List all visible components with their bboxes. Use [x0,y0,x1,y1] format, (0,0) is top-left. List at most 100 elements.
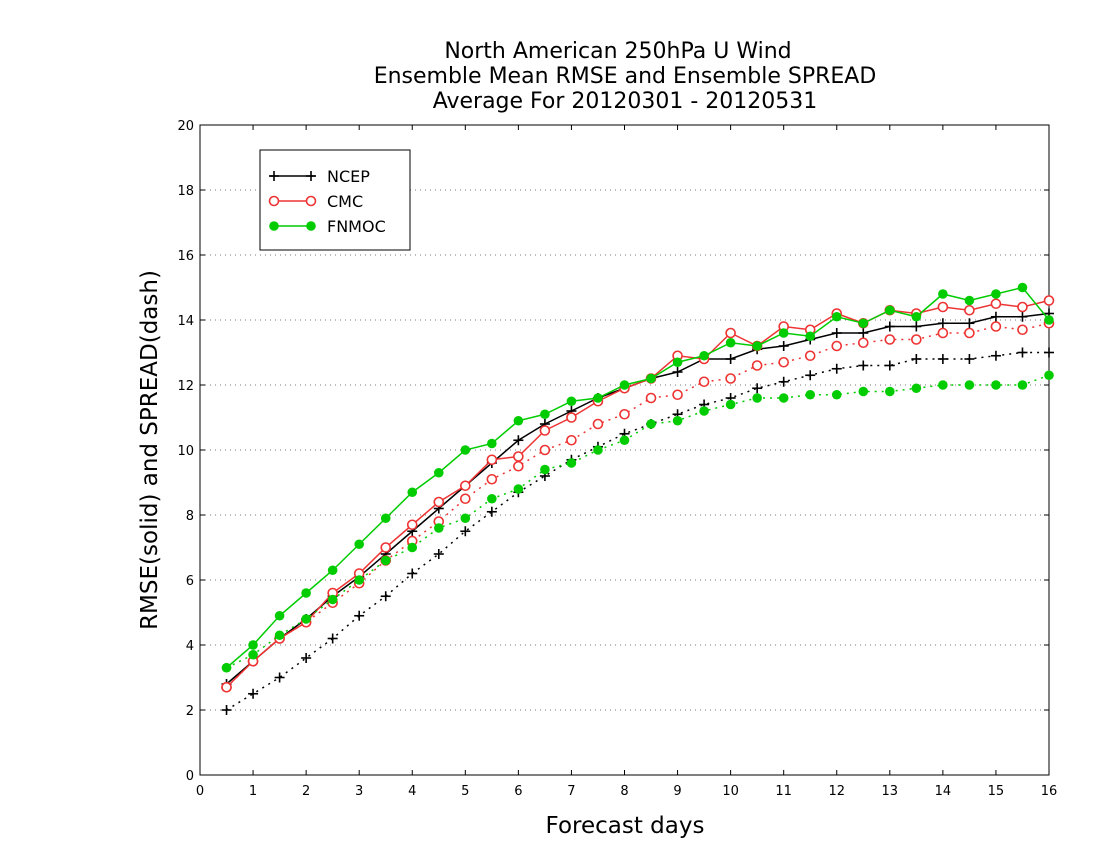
cmc-spread-point [884,334,896,345]
y-tick-label: 18 [177,184,194,199]
y-axis-ticks: 0 2 4 6 8 10 12 14 16 18 20 [177,119,1049,784]
cmc-rmse-point [725,327,736,339]
fnmoc-spread-point [1017,380,1028,390]
fnmoc-spread-point [593,445,603,455]
x-tick-label: 1 [249,784,257,799]
cmc-spread-point [937,327,949,339]
fnmoc-rmse-point [1044,315,1054,325]
x-tick-label: 14 [935,784,952,799]
ncep-spread-point [380,591,391,602]
legend-marker-ncep [306,171,316,181]
fnmoc-spread-point [991,380,1001,390]
cmc-rmse-point [1043,295,1055,306]
x-tick-label: 5 [461,784,469,799]
y-tick-label: 12 [177,379,194,394]
cmc-spread-point [911,334,922,345]
cmc-spread-point [513,460,524,472]
fnmoc-spread-point [805,389,816,400]
fnmoc-rmse-point [805,331,816,342]
ncep-spread-line [226,351,1049,711]
ncep-spread-point [301,653,312,663]
cmc-spread-point [990,321,1002,332]
fnmoc-rmse-point [354,539,364,550]
cmc-spread-point [645,392,657,404]
ncep-spread-point [778,376,789,387]
fnmoc-spread-point [460,513,471,524]
x-tick-label: 10 [722,784,739,799]
cmc-rmse-point [433,496,445,508]
cmc-spread-point [1017,324,1028,336]
ncep-spread-point [433,549,444,559]
fnmoc-spread-point [619,435,630,446]
fnmoc-rmse-point [964,295,975,306]
cmc-spread-point [619,408,630,420]
fnmoc-rmse-point [858,318,869,329]
x-tick-label: 3 [355,784,363,799]
ncep-rmse-point [513,435,524,446]
ncep-spread-point [274,672,285,683]
fnmoc-spread-point [885,386,895,397]
title-line-2: Ensemble Mean RMSE and Ensemble SPREAD [374,64,877,89]
legend-marker-fnmoc [306,221,316,231]
fnmoc-spread-point [831,389,842,400]
ncep-spread-point [964,354,975,364]
cmc-rmse-point [486,454,498,466]
fnmoc-spread-point [540,464,550,475]
ncep-rmse-point [778,341,789,351]
x-tick-label: 0 [196,784,204,799]
cmc-spread-point [460,493,471,505]
series-fnmoc [221,282,1054,673]
ncep-spread-point [407,568,418,579]
y-tick-label: 0 [186,769,194,784]
fnmoc-spread-point [672,415,683,426]
legend-label-ncep: NCEP [327,167,370,186]
ncep-spread-point [460,526,471,537]
fnmoc-spread-point [964,380,975,390]
fnmoc-rmse-point [460,445,471,455]
x-tick-label: 9 [673,784,681,799]
legend-marker-fnmoc [269,221,279,231]
legend-marker-cmc [305,195,317,207]
cmc-spread-line [226,322,1050,688]
fnmoc-rmse-point [593,393,603,403]
fnmoc-spread-line [226,374,1050,669]
fnmoc-rmse-point [407,487,418,498]
ncep-spread-point [354,610,365,621]
ncep-spread-point [221,705,232,715]
fnmoc-rmse-point [699,350,709,361]
x-tick-label: 8 [620,784,628,799]
x-tick-label: 13 [882,784,899,799]
ncep-rmse-point [964,318,975,329]
fnmoc-rmse-point [221,662,232,673]
fnmoc-rmse-point [380,513,391,524]
cmc-rmse-point [380,542,392,553]
fnmoc-rmse-point [1017,282,1028,293]
ncep-spread-point [327,633,338,644]
fnmoc-rmse-point [752,341,762,351]
fnmoc-spread-point [725,399,736,410]
cmc-rmse-point [990,298,1002,310]
cmc-spread-point [778,356,789,368]
fnmoc-spread-point [301,614,311,624]
x-tick-label: 2 [302,784,310,799]
ncep-rmse-point [672,367,683,377]
fnmoc-spread-point [487,493,497,504]
ncep-spread-point [805,370,816,381]
ncep-rmse-point [884,321,895,332]
fnmoc-spread-point [566,458,577,468]
fnmoc-rmse-point [778,328,789,338]
fnmoc-rmse-point [248,640,258,650]
cmc-spread-point [539,444,551,456]
fnmoc-rmse-point [433,467,444,478]
ncep-rmse-point [937,318,948,329]
cmc-rmse-point [964,304,975,316]
y-tick-label: 14 [177,314,194,329]
cmc-rmse-point [566,412,577,423]
cmc-spread-point [964,327,975,339]
fnmoc-rmse-point [540,409,550,420]
fnmoc-rmse-point [487,438,497,449]
ncep-spread-point [248,688,259,699]
fnmoc-spread-point [646,419,656,429]
ncep-rmse-point [725,354,736,364]
